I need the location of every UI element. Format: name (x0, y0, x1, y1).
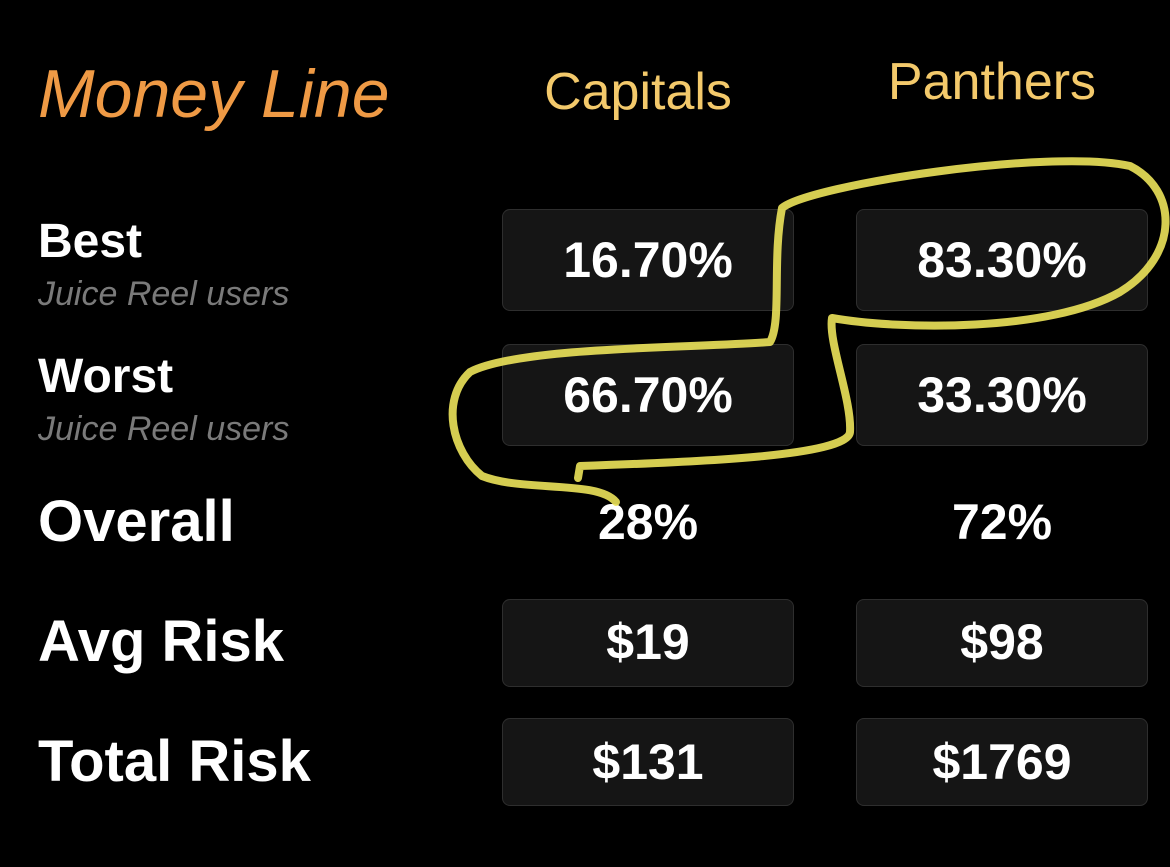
row-label: Total Risk (38, 729, 311, 794)
row-sublabel: Juice Reel users (38, 410, 290, 448)
value-box (856, 718, 1148, 806)
row-label: Avg Risk (38, 609, 285, 674)
value-box (502, 718, 794, 806)
value: 16.70% (563, 232, 733, 288)
value: $19 (606, 614, 690, 670)
title: Money Line (38, 56, 390, 132)
value: $1769 (932, 734, 1072, 790)
column-header: Panthers (887, 53, 1097, 111)
value: 66.70% (563, 367, 733, 423)
value: 28% (597, 494, 699, 550)
row-sublabel: Juice Reel users (38, 275, 290, 313)
value: 83.30% (917, 232, 1087, 288)
row-label: Worst (38, 350, 174, 403)
value: 33.30% (917, 367, 1087, 423)
value-box (502, 599, 794, 687)
value: $98 (960, 614, 1044, 670)
value-box (856, 599, 1148, 687)
value: 72% (951, 494, 1053, 550)
value: $131 (592, 734, 704, 790)
column-header: Capitals (544, 63, 732, 121)
row-label: Overall (38, 489, 235, 554)
row-label: Best (38, 215, 143, 268)
